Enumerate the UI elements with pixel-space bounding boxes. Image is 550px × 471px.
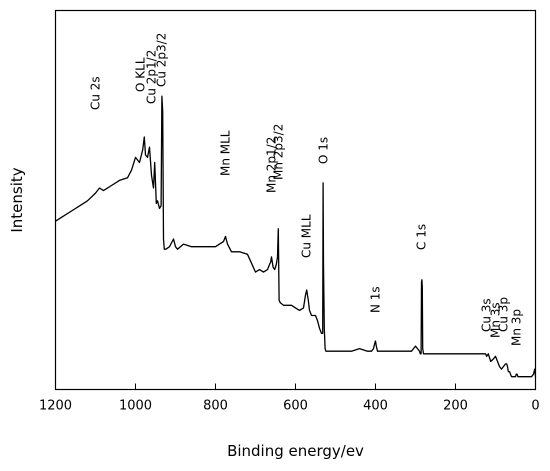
peak-label: O 1s — [317, 137, 331, 164]
peak-label: Mn 2p3/2 — [271, 124, 285, 180]
x-tick-label: 0 — [531, 399, 539, 414]
x-tick-label: 400 — [363, 399, 388, 414]
x-tick-label: 1000 — [119, 399, 152, 414]
x-tick-label: 800 — [203, 399, 228, 414]
peak-label: Cu 3s — [480, 298, 494, 332]
peak-label: Mn 2p1/2 — [265, 137, 279, 193]
x-axis-tick-labels: 1200 1000 800 600 400 200 0 — [39, 399, 540, 414]
peak-label: Cu 3p — [497, 297, 511, 332]
peak-label: O KLL — [133, 57, 147, 92]
peak-label: Cu MLL — [300, 214, 314, 258]
peak-label: Cu 2p1/2 — [145, 50, 159, 104]
peak-label: C 1s — [415, 224, 429, 250]
peak-label: Cu 2s — [89, 76, 103, 110]
peak-label: Cu 2p3/2 — [155, 33, 169, 87]
x-tick-label: 200 — [443, 399, 468, 414]
spectrum-line — [55, 95, 537, 378]
x-axis-title: Binding energy/ev — [227, 442, 364, 460]
x-tick-label: 1200 — [39, 399, 72, 414]
x-tick-label: 600 — [283, 399, 308, 414]
peak-label: Mn MLL — [219, 130, 233, 176]
x-axis-ticks — [55, 383, 536, 390]
peak-label: N 1s — [369, 286, 383, 313]
plot-frame — [54, 9, 537, 391]
y-axis-title: Intensity — [8, 167, 26, 232]
peak-label: Mn 3s — [489, 302, 503, 338]
peak-label: Mn 3p — [510, 309, 524, 346]
